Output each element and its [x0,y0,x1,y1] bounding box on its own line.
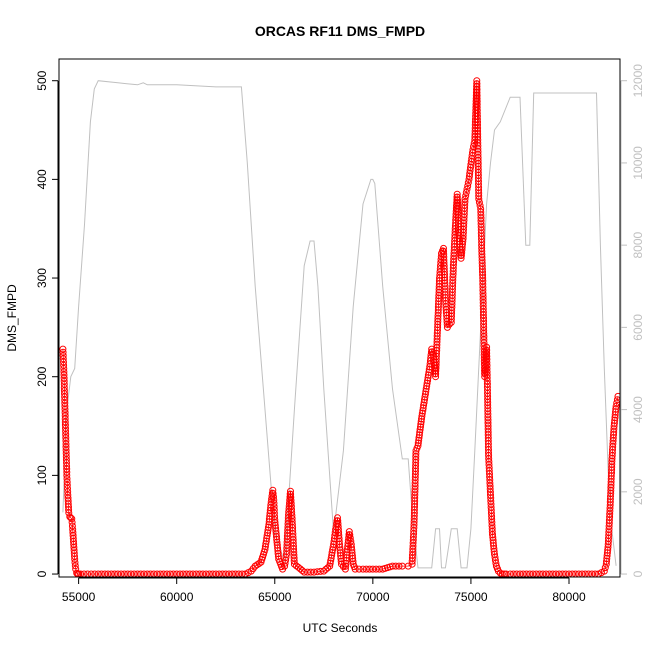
data-point [475,195,483,203]
data-point [355,565,363,573]
data-point [346,534,354,542]
y-tick-label: 200 [35,366,49,386]
data-point [68,522,76,530]
data-point [71,559,79,566]
data-point [392,562,400,570]
data-point [372,565,380,573]
data-point [417,418,425,426]
y-tick-label: 300 [35,268,49,288]
data-point [71,555,79,563]
x-tick-label: 75000 [454,590,488,604]
data-point [346,531,354,539]
data-point [417,420,425,428]
data-point [68,515,76,523]
data-point [64,485,71,492]
x-axis: 55000 60000 65000 70000 75000 80000 [62,577,586,604]
y-tick-label: 0 [35,570,49,577]
y2-tick-label: 4000 [631,396,645,423]
data-point [416,426,424,434]
data-point [462,192,470,200]
data-point [68,518,76,526]
x-tick-label: 70000 [356,590,390,604]
data-point [416,428,424,436]
data-point [461,195,469,203]
data-point [270,503,278,511]
data-point [345,528,353,536]
y-tick-label: 400 [35,169,49,189]
y2-tick-label: 2000 [631,478,645,505]
data-point [270,499,278,507]
data-point [417,423,424,431]
y2-tick-label: 10000 [631,146,645,180]
data-point [463,185,471,193]
x-tick-label: 60000 [160,590,194,604]
data-point [71,562,79,570]
data-point [414,439,422,447]
data-point [310,568,318,576]
data-point [482,363,490,371]
data-point [270,493,277,501]
data-point [63,468,71,476]
data-point [395,562,403,570]
data-point [481,366,489,374]
data-point [443,320,451,328]
data-point [59,355,67,363]
data-point [59,348,67,356]
x-tick-label: 55000 [62,590,96,604]
data-point [63,475,71,483]
data-point [600,567,608,575]
data-point [414,442,422,450]
data-point [60,358,67,366]
y-tick-label: 100 [35,465,49,485]
data-point [269,486,277,494]
data-point [270,506,278,514]
data-point [424,377,432,384]
y-axis-left: 0 100 200 300 400 500 [35,70,59,577]
y-axis-label: DMS_FMPD [5,284,19,352]
y2-tick-label: 6000 [631,314,645,341]
data-point [359,565,367,573]
y2-tick-label: 0 [631,570,645,577]
y2-tick-label: 8000 [631,231,645,258]
y2-tick-label: 12000 [631,64,645,98]
data-point [65,506,73,514]
x-tick-label: 80000 [552,590,586,604]
chart-title: ORCAS RF11 DMS_FMPD [255,23,425,39]
data-point [269,490,277,497]
x-axis-label: UTC Seconds [303,621,378,635]
data-point [428,345,436,353]
data-point [63,481,71,489]
data-point [612,402,620,410]
data-point [421,390,429,398]
data-point [475,198,483,206]
y-tick-label: 500 [35,70,49,90]
data-point [369,565,377,573]
data-point [349,557,357,565]
data-point [59,345,67,353]
data-point [307,568,315,576]
data-point [313,568,321,576]
data-point [270,509,278,517]
data-point [462,189,470,196]
data-point [415,436,423,444]
plot-frame [58,58,621,578]
y-axis-right: 0 2000 4000 6000 8000 10000 12000 [620,64,645,577]
data-point [60,361,68,369]
data-point [415,434,423,442]
data-point [464,182,472,190]
data-point [351,565,359,573]
altitude-line-layer [62,80,617,569]
data-point [63,478,71,486]
x-tick-label: 65000 [258,590,292,604]
data-point [270,496,278,504]
data-point [415,431,423,439]
data-point [67,514,75,522]
altitude-line [62,80,617,569]
data-point [404,562,412,570]
data-point [63,471,71,479]
